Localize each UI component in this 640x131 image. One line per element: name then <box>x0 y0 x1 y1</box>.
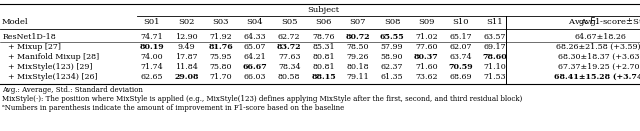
Text: 64.33: 64.33 <box>244 33 266 41</box>
Text: 74.71: 74.71 <box>141 33 163 41</box>
Text: + MixStyle(1234) [26]: + MixStyle(1234) [26] <box>3 73 97 81</box>
Text: 78.34: 78.34 <box>278 63 301 71</box>
Text: 77.60: 77.60 <box>415 43 438 51</box>
Text: + Mixup [27]: + Mixup [27] <box>3 43 61 51</box>
Text: Avg.: Average, Std.: Standard deviation: Avg.: Average, Std.: Standard deviation <box>2 86 143 94</box>
Text: 61.35: 61.35 <box>381 73 403 81</box>
Text: 77.63: 77.63 <box>278 53 300 61</box>
Text: 62.65: 62.65 <box>141 73 163 81</box>
Text: S01: S01 <box>144 18 160 26</box>
Text: 9.49: 9.49 <box>177 43 195 51</box>
Text: 68.41±15.28 (+3.74): 68.41±15.28 (+3.74) <box>554 73 640 81</box>
Text: S03: S03 <box>212 18 229 26</box>
Text: S11: S11 <box>486 18 503 26</box>
Text: Avg.: Avg. <box>580 18 601 26</box>
Text: 12.90: 12.90 <box>175 33 198 41</box>
Text: 71.74: 71.74 <box>141 63 163 71</box>
Text: 80.37: 80.37 <box>414 53 439 61</box>
Text: 62.72: 62.72 <box>278 33 300 41</box>
Text: 66.03: 66.03 <box>244 73 266 81</box>
Text: 83.72: 83.72 <box>277 43 301 51</box>
Text: 68.69: 68.69 <box>449 73 472 81</box>
Text: 17.87: 17.87 <box>175 53 198 61</box>
Text: 75.80: 75.80 <box>209 63 232 71</box>
Text: + Manifold Mixup [28]: + Manifold Mixup [28] <box>3 53 99 61</box>
Text: 65.17: 65.17 <box>449 33 472 41</box>
Text: 79.11: 79.11 <box>346 73 369 81</box>
Text: 80.81: 80.81 <box>312 63 335 71</box>
Text: 80.81: 80.81 <box>312 53 335 61</box>
Text: 71.92: 71.92 <box>209 33 232 41</box>
Text: 68.26±21.58 (+3.59)ᵃ: 68.26±21.58 (+3.59)ᵃ <box>556 43 640 51</box>
Text: 69.17: 69.17 <box>484 43 506 51</box>
Text: 80.58: 80.58 <box>278 73 300 81</box>
Text: S08: S08 <box>384 18 401 26</box>
Text: 29.08: 29.08 <box>174 73 198 81</box>
Text: 73.62: 73.62 <box>415 73 438 81</box>
Text: 71.70: 71.70 <box>209 73 232 81</box>
Text: 71.60: 71.60 <box>415 63 438 71</box>
Text: S05: S05 <box>281 18 298 26</box>
Text: S06: S06 <box>316 18 332 26</box>
Text: 66.67: 66.67 <box>243 63 268 71</box>
Text: 64.67±18.26: 64.67±18.26 <box>574 33 626 41</box>
Text: ResNet1D-18: ResNet1D-18 <box>3 33 57 41</box>
Text: 63.74: 63.74 <box>449 53 472 61</box>
Text: 80.72: 80.72 <box>346 33 370 41</box>
Text: Subject: Subject <box>307 6 340 14</box>
Text: 67.37±19.25 (+2.70): 67.37±19.25 (+2.70) <box>557 63 640 71</box>
Text: 71.53: 71.53 <box>484 73 506 81</box>
Text: 11.84: 11.84 <box>175 63 198 71</box>
Text: 62.07: 62.07 <box>449 43 472 51</box>
Text: 68.30±18.37 (+3.63): 68.30±18.37 (+3.63) <box>557 53 640 61</box>
Text: 88.15: 88.15 <box>311 73 336 81</box>
Text: 71.02: 71.02 <box>415 33 438 41</box>
Text: 81.76: 81.76 <box>208 43 233 51</box>
Text: 80.18: 80.18 <box>346 63 369 71</box>
Text: S09: S09 <box>418 18 435 26</box>
Text: 65.55: 65.55 <box>380 33 404 41</box>
Text: MixStyle(·): The position where MixStyle is applied (e.g., MixStyle(123) defines: MixStyle(·): The position where MixStyle… <box>2 95 522 103</box>
Text: 63.57: 63.57 <box>484 33 506 41</box>
Text: Avg. $\mathit{F}$1-score$\pm$Std.: Avg. $\mathit{F}$1-score$\pm$Std. <box>568 15 640 29</box>
Text: S10: S10 <box>452 18 469 26</box>
Text: 74.00: 74.00 <box>141 53 163 61</box>
Text: + MixStyle(123) [29]: + MixStyle(123) [29] <box>3 63 92 71</box>
Text: 65.07: 65.07 <box>244 43 266 51</box>
Text: 80.19: 80.19 <box>140 43 164 51</box>
Text: 75.95: 75.95 <box>209 53 232 61</box>
Text: 78.76: 78.76 <box>312 33 335 41</box>
Text: 57.99: 57.99 <box>381 43 403 51</box>
Text: S02: S02 <box>178 18 195 26</box>
Text: 71.10: 71.10 <box>484 63 506 71</box>
Text: 64.21: 64.21 <box>244 53 266 61</box>
Text: 79.26: 79.26 <box>346 53 369 61</box>
Text: 58.90: 58.90 <box>381 53 403 61</box>
Text: S07: S07 <box>349 18 366 26</box>
Text: 78.60: 78.60 <box>483 53 508 61</box>
Text: 85.31: 85.31 <box>312 43 335 51</box>
Text: S04: S04 <box>246 18 263 26</box>
Text: 62.37: 62.37 <box>381 63 403 71</box>
Text: 70.59: 70.59 <box>449 63 473 71</box>
Text: 78.50: 78.50 <box>346 43 369 51</box>
Text: ᵃNumbers in parenthesis indicate the amount of improvement in F1-score based on : ᵃNumbers in parenthesis indicate the amo… <box>2 104 344 112</box>
Text: Model: Model <box>2 18 29 26</box>
